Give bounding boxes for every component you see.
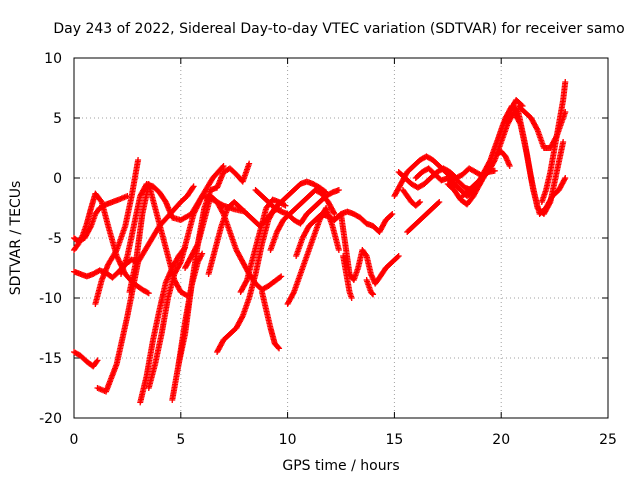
data-point [560,139,567,145]
data-point [276,345,283,352]
data-point [369,290,376,297]
y-tick-label: -10 [39,291,62,307]
data-point [331,211,338,217]
data-point [417,199,424,205]
series-arc24 [363,277,377,298]
data-point [275,344,282,351]
series-arc22 [338,211,402,287]
data-point [97,197,104,204]
y-tick-label: -5 [48,231,62,247]
series-arc31 [459,109,569,217]
data-point [219,164,226,171]
data-point [199,250,206,257]
axis-ticks: 0 5 10 15 20 25 -20 -15 -10 -5 0 5 10 [39,51,617,448]
series-arc30 [444,169,490,208]
data-point [190,183,197,190]
data-point [506,163,513,169]
data-point [144,289,151,296]
data-point [561,176,568,183]
series-arc28 [404,199,443,235]
x-tick-label: 5 [176,432,185,448]
x-tick-label: 15 [385,432,403,448]
data-point [388,212,395,218]
data-marks [71,79,569,406]
y-axis-label: SDTVAR / TECUs [8,181,24,296]
data-point [348,295,355,301]
series-arc9 [137,244,189,406]
data-point [135,157,142,163]
data-point [562,79,569,85]
data-point [394,254,401,260]
data-point [246,160,253,167]
data-point [491,158,498,165]
series-arc15 [214,178,330,355]
data-point [94,357,101,364]
data-point [335,187,342,193]
chart-title: Day 243 of 2022, Sidereal Day-to-day VTE… [53,21,624,37]
data-point [516,119,523,126]
x-tick-label: 20 [492,432,510,448]
series-arc5 [92,157,142,307]
series-arc1 [71,349,101,370]
data-point [189,184,196,191]
data-point [362,251,369,258]
series-arc27 [399,187,424,209]
data-point [239,314,246,321]
x-axis-label: GPS time / hours [282,458,399,474]
y-tick-label: -20 [39,411,62,427]
data-point [435,200,442,206]
data-point [389,211,396,217]
data-point [436,199,443,205]
y-tick-label: 10 [44,51,62,67]
y-tick-label: 0 [53,171,62,187]
data-point [330,209,337,216]
data-point [395,253,402,259]
data-point [335,247,342,253]
series-arc14 [205,199,283,277]
series-arc10 [145,163,227,391]
data-point [277,274,284,281]
data-point [491,167,498,174]
data-point [243,278,250,285]
series-arc32 [493,148,513,169]
x-tick-label: 25 [599,432,617,448]
data-point [321,188,328,195]
data-point [290,290,297,297]
data-point [177,260,184,267]
series-arc16 [237,196,289,295]
data-point [145,290,152,297]
data-point [220,163,227,169]
data-point [415,199,422,206]
data-point [533,125,540,132]
data-point [281,201,288,208]
data-point [87,224,94,231]
series-arc17 [258,289,283,352]
series-arc13 [182,193,285,293]
y-tick-label: 5 [53,111,62,127]
series-arc23 [340,253,355,301]
series-arc4 [71,190,152,297]
series-arc19 [267,187,338,253]
data-point [562,175,569,181]
series-arc8 [126,181,191,299]
data-point [194,242,201,249]
data-point [278,273,285,280]
x-tick-label: 10 [279,432,297,448]
y-tick-label: -15 [39,351,62,367]
data-point [282,202,289,209]
data-point [93,358,100,365]
x-tick-label: 0 [70,432,79,448]
data-point [370,291,377,298]
data-point [112,248,119,255]
series-arc34 [538,79,569,205]
